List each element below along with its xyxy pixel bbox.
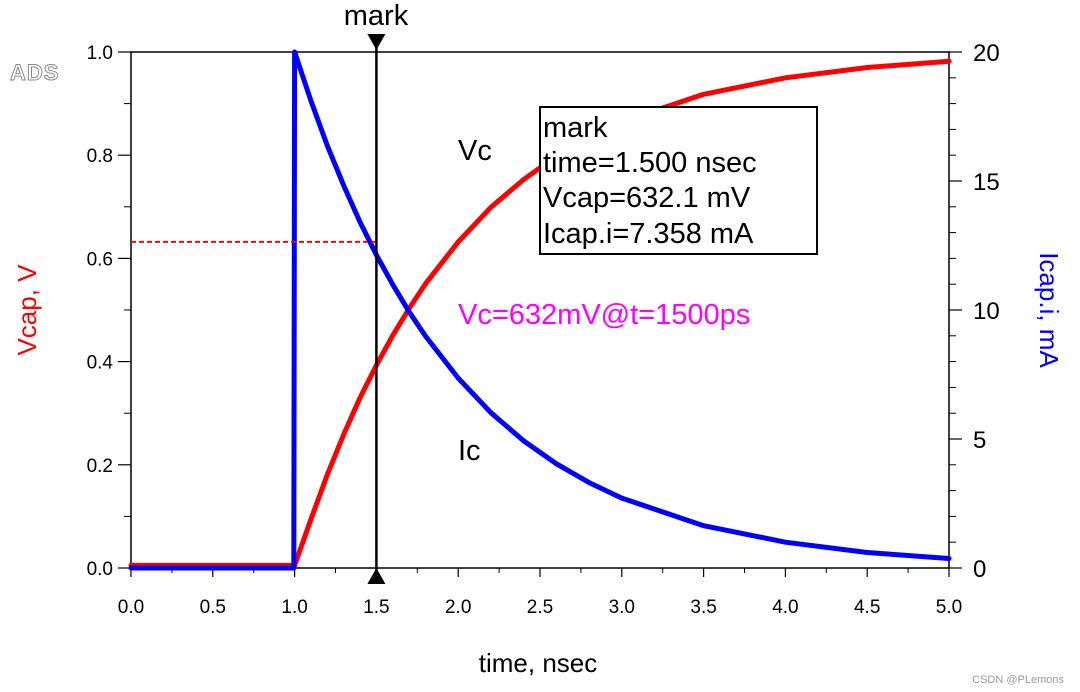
watermark-credit: CSDN @PLemons — [972, 674, 1064, 686]
x-tick-label: 2.5 — [527, 597, 553, 618]
marker-readout-box — [539, 106, 818, 255]
y-axis-right-title: Icap.i, mA — [1034, 252, 1064, 368]
y-right-tick-label: 5 — [973, 427, 986, 454]
x-tick-label: 4.5 — [854, 597, 880, 618]
x-axis-title: time, nsec — [479, 648, 598, 678]
y-right-tick-label: 20 — [973, 40, 1000, 67]
readout-line-1: mark — [543, 112, 608, 144]
marker-layer — [131, 34, 386, 584]
ads-logo: ADS — [9, 60, 60, 86]
y-left-tick-label: 0.8 — [87, 146, 113, 167]
x-tick-label: 0.0 — [118, 597, 144, 618]
y-right-tick-label: 15 — [973, 169, 1000, 196]
y-left-tick-label: 0.6 — [87, 249, 113, 270]
y-left-tick-label: 1.0 — [87, 43, 113, 64]
series-line-vcap — [128, 58, 952, 568]
y-right-tick-label: 0 — [973, 556, 986, 583]
vc-curve-label: Vc — [458, 135, 492, 167]
readout-line-4: Icap.i=7.358 mA — [543, 218, 754, 250]
x-tick-label: 3.0 — [609, 597, 635, 618]
y-left-tick-label: 0.2 — [87, 456, 113, 477]
y-right-tick-label: 10 — [973, 298, 1000, 325]
x-tick-label: 3.5 — [690, 597, 716, 618]
marker-top-triangle — [367, 34, 386, 50]
x-tick-label: 1.0 — [281, 597, 307, 618]
y-left-tick-label: 0.0 — [87, 559, 113, 580]
x-tick-label: 2.0 — [445, 597, 471, 618]
tick-layer: 0.0 0.5 1.0 1.5 2.0 2.5 3.0 3.5 4.0 4.5 5.0 0.0 0.2 0… — [87, 40, 1000, 618]
x-tick-label: 1.5 — [363, 597, 389, 618]
result-annotation: Vc=632mV@t=1500ps — [458, 299, 750, 331]
marker-bottom-triangle — [367, 568, 386, 584]
series-line-icap-i — [128, 49, 952, 571]
readout-line-3: Vcap=632.1 mV — [543, 182, 751, 214]
x-tick-label: 0.5 — [200, 597, 226, 618]
y-axis-left-title: Vcap, V — [12, 264, 42, 356]
x-tick-label: 4.0 — [772, 597, 798, 618]
readout-line-2: time=1.500 nsec — [543, 147, 757, 179]
marker-label: mark — [344, 0, 409, 32]
series-layer — [128, 49, 952, 571]
y-left-tick-label: 0.4 — [87, 353, 114, 374]
x-tick-label: 5.0 — [936, 597, 962, 618]
ic-curve-label: Ic — [458, 435, 481, 467]
